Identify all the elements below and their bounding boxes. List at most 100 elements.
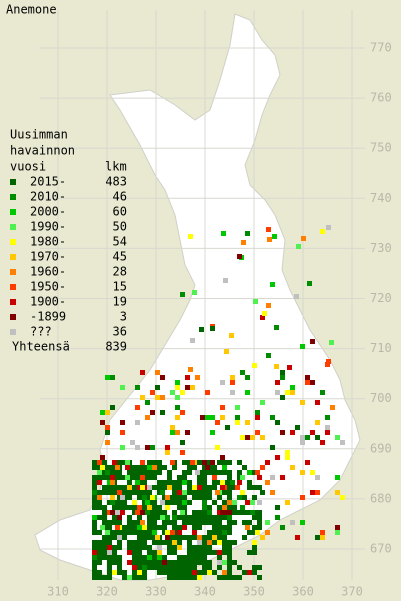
observation-cell: [165, 450, 170, 455]
observation-cell: [97, 540, 102, 545]
observation-cell: [325, 425, 330, 430]
observation-cell: [192, 290, 197, 295]
legend-label: 1980-: [30, 235, 66, 249]
observation-cell: [177, 480, 182, 485]
observation-cell: [107, 575, 112, 580]
observation-cell: [132, 475, 137, 480]
observation-cell: [197, 485, 202, 490]
observation-cell: [182, 475, 187, 480]
observation-cell: [245, 231, 250, 236]
observation-cell: [152, 550, 157, 555]
observation-cell: [227, 500, 232, 505]
observation-cell: [330, 405, 335, 410]
observation-cell: [202, 495, 207, 500]
observation-cell: [202, 480, 207, 485]
observation-cell: [197, 475, 202, 480]
observation-cell: [107, 550, 112, 555]
observation-cell: [190, 460, 195, 465]
observation-cell: [222, 490, 227, 495]
observation-cell: [152, 470, 157, 475]
observation-cell: [260, 400, 265, 405]
observation-cell: [257, 565, 262, 570]
observation-cell: [232, 520, 237, 525]
observation-cell: [240, 435, 245, 440]
observation-cell: [152, 475, 157, 480]
observation-cell: [222, 500, 227, 505]
observation-cell: [270, 415, 275, 420]
observation-cell: [217, 535, 222, 540]
observation-cell: [152, 485, 157, 490]
observation-cell: [127, 540, 132, 545]
observation-cell: [237, 475, 242, 480]
observation-cell: [320, 530, 325, 535]
observation-cell: [102, 550, 107, 555]
observation-cell: [326, 359, 331, 364]
observation-cell: [300, 495, 305, 500]
observation-cell: [162, 485, 167, 490]
observation-cell: [247, 470, 252, 475]
observation-cell: [252, 540, 257, 545]
observation-cell: [142, 560, 147, 565]
observation-cell: [155, 535, 160, 540]
legend-label: 2015-: [30, 175, 66, 189]
observation-cell: [250, 435, 255, 440]
observation-cell: [112, 545, 117, 550]
observation-cell: [132, 575, 137, 580]
observation-cell: [155, 370, 160, 375]
observation-cell: [172, 485, 177, 490]
observation-cell: [220, 485, 225, 490]
legend-label: 1900-: [30, 295, 66, 309]
observation-cell: [257, 475, 262, 480]
observation-cell: [227, 505, 232, 510]
observation-cell: [270, 475, 275, 480]
observation-cell: [255, 415, 260, 420]
observation-cell: [187, 565, 192, 570]
observation-cell: [170, 530, 175, 535]
observation-cell: [220, 415, 225, 420]
legend-label: 1990-: [30, 220, 66, 234]
observation-cell: [97, 475, 102, 480]
observation-cell: [202, 535, 207, 540]
legend-swatch: [10, 284, 16, 290]
observation-cell: [97, 490, 102, 495]
observation-cell: [187, 570, 192, 575]
observation-cell: [167, 470, 172, 475]
observation-cell: [102, 535, 107, 540]
observation-cell: [137, 550, 142, 555]
x-tick-label: 360: [292, 585, 314, 599]
observation-cell: [100, 465, 105, 470]
observation-cell: [175, 405, 180, 410]
observation-cell: [132, 505, 137, 510]
observation-cell: [172, 560, 177, 565]
observation-cell: [222, 465, 227, 470]
observation-cell: [190, 385, 195, 390]
observation-cell: [155, 385, 160, 390]
observation-cell: [197, 520, 202, 525]
observation-cell: [147, 490, 152, 495]
observation-cell: [252, 570, 257, 575]
observation-cell: [247, 570, 252, 575]
observation-cell: [182, 460, 187, 465]
observation-cell: [167, 500, 172, 505]
observation-cell: [222, 545, 227, 550]
observation-cell: [197, 460, 202, 465]
observation-cell: [147, 555, 152, 560]
observation-cell: [92, 555, 97, 560]
observation-cell: [197, 550, 202, 555]
observation-cell: [197, 560, 202, 565]
observation-cell: [140, 520, 145, 525]
observation-cell: [97, 465, 102, 470]
observation-cell: [217, 470, 222, 475]
observation-cell: [122, 535, 127, 540]
observation-cell: [227, 485, 232, 490]
observation-cell: [255, 410, 260, 415]
observation-cell: [165, 535, 170, 540]
observation-cell: [112, 505, 117, 510]
observation-cell: [117, 515, 122, 520]
observation-cell: [245, 525, 250, 530]
observation-cell: [315, 475, 320, 480]
observation-cell: [217, 460, 222, 465]
observation-cell: [152, 565, 157, 570]
observation-cell: [252, 530, 257, 535]
